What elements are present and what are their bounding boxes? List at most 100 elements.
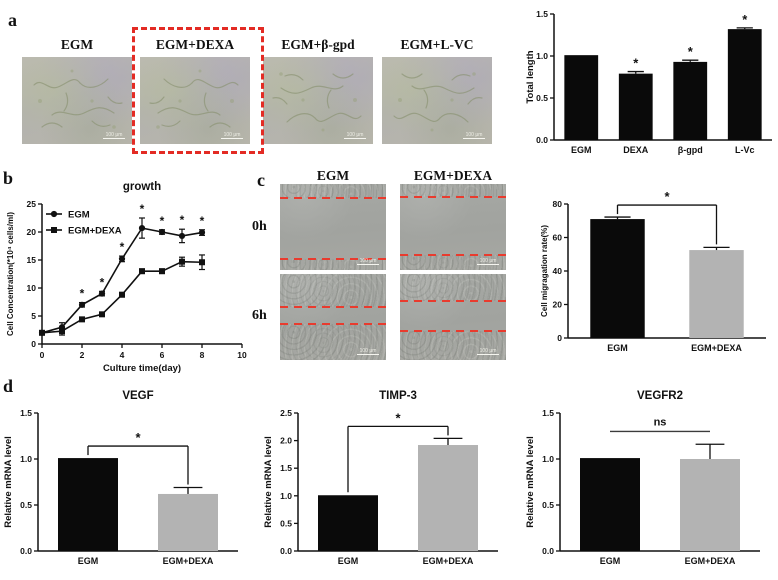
scale-bar-label: 100 μm bbox=[223, 132, 241, 138]
micrograph-caption: EGM bbox=[60, 37, 94, 52]
cell-network-decoration bbox=[33, 69, 123, 129]
panel-d-label: d bbox=[3, 376, 14, 396]
svg-text:40: 40 bbox=[553, 266, 563, 276]
svg-text:EGM: EGM bbox=[607, 343, 628, 353]
wound-col-header-egm-dexa: EGM+DEXA bbox=[413, 168, 493, 183]
vegf-chart: VEGF 0.0 0.5 1.0 1.5 Relative mRNA level EGM EG… bbox=[0, 385, 250, 577]
svg-text:EGM+DEXA: EGM+DEXA bbox=[685, 556, 736, 566]
migration-chart-svg: 0 20 40 60 80 Cell migragation rate(%) EGM EGM+… bbox=[540, 189, 766, 353]
svg-text:*: * bbox=[688, 44, 694, 59]
svg-text:*: * bbox=[633, 56, 639, 71]
svg-text:Relative mRNA level: Relative mRNA level bbox=[3, 436, 14, 528]
svg-text:*: * bbox=[100, 275, 105, 289]
svg-text:0.0: 0.0 bbox=[20, 546, 32, 556]
growth-chart: growth 0 5 10 15 20 25 0 2 4 6 8 10 Culture time(day)… bbox=[2, 174, 258, 376]
wound-row-label-0h: 0h bbox=[252, 219, 267, 234]
svg-text:growth: growth bbox=[123, 181, 161, 193]
cell-network-decoration bbox=[272, 72, 362, 132]
svg-text:1.0: 1.0 bbox=[20, 454, 32, 464]
svg-text:8: 8 bbox=[200, 350, 205, 360]
micrograph-caption: EGM+β-gpd bbox=[281, 37, 355, 52]
wound-image-egm-0h: 100 μm bbox=[280, 184, 386, 270]
scale-bar-label: 100 μm bbox=[479, 258, 497, 264]
svg-text:0.0: 0.0 bbox=[542, 546, 554, 556]
svg-text:15: 15 bbox=[27, 255, 37, 265]
cell-layer-top bbox=[280, 184, 386, 198]
scale-bar: 100 μm bbox=[221, 132, 243, 139]
svg-text:60: 60 bbox=[553, 233, 563, 243]
svg-text:2: 2 bbox=[80, 350, 85, 360]
svg-text:20: 20 bbox=[27, 227, 37, 237]
cell-layer-bottom bbox=[400, 330, 506, 360]
scale-bar-line bbox=[221, 138, 243, 139]
svg-text:1.0: 1.0 bbox=[536, 51, 548, 61]
micrograph-egm-lvc: 100 μm bbox=[382, 57, 492, 144]
cell-layer-bottom bbox=[280, 258, 386, 270]
scale-bar: 100 μm bbox=[463, 132, 485, 139]
svg-text:EGM+DEXA: EGM+DEXA bbox=[423, 556, 474, 566]
scale-bar: 100 μm bbox=[477, 348, 499, 355]
wound-edge-dashed-line bbox=[400, 299, 506, 302]
scale-bar-line bbox=[477, 264, 499, 265]
timp3-chart: TIMP-3 0.0 0.5 1.0 1.5 2.0 2.5 Relative mRNA le… bbox=[260, 385, 510, 577]
cell-network-decoration bbox=[393, 72, 483, 132]
migration-rate-chart: 0 20 40 60 80 Cell migragation rate(%) EGM EGM+… bbox=[536, 178, 776, 364]
scale-bar: 100 μm bbox=[103, 132, 125, 139]
svg-text:VEGFR2: VEGFR2 bbox=[637, 390, 683, 402]
svg-text:10: 10 bbox=[237, 350, 247, 360]
vegfr2-chart-svg: VEGFR2 0.0 0.5 1.0 1.5 Relative mRNA level EGM… bbox=[525, 390, 760, 566]
micrograph-egm: 100 μm bbox=[22, 57, 132, 144]
scale-bar-label: 100 μm bbox=[359, 258, 377, 264]
svg-text:Cell Concentration(*10⁴ cells/: Cell Concentration(*10⁴ cells/ml) bbox=[6, 212, 15, 336]
svg-text:*: * bbox=[120, 240, 125, 254]
svg-text:0: 0 bbox=[31, 339, 36, 349]
cell-layer-bottom bbox=[280, 323, 386, 360]
wound-image-egm-6h: 100 μm bbox=[280, 274, 386, 360]
svg-text:EGM: EGM bbox=[600, 556, 621, 566]
wound-col-header-egm: EGM bbox=[316, 168, 350, 183]
svg-text:TIMP-3: TIMP-3 bbox=[379, 390, 417, 402]
scale-bar-line bbox=[344, 138, 366, 139]
micrograph-group-egm-dexa: EGM+DEXA 100 μm bbox=[139, 36, 251, 144]
svg-text:L-Vc: L-Vc bbox=[735, 145, 755, 155]
cell-layer-top bbox=[400, 184, 506, 197]
scale-bar-label: 100 μm bbox=[105, 132, 123, 138]
scale-bar-line bbox=[477, 354, 499, 355]
total_length-chart-svg: 0.0 0.5 1.0 1.5 Total length EGM * DEXA * β-gpd * L… bbox=[525, 9, 772, 155]
svg-text:0.0: 0.0 bbox=[536, 135, 548, 145]
panel-c-label: c bbox=[257, 170, 265, 190]
svg-text:1.5: 1.5 bbox=[542, 408, 554, 418]
svg-text:EGM+DEXA: EGM+DEXA bbox=[163, 556, 214, 566]
svg-text:10: 10 bbox=[27, 283, 37, 293]
wound-edge-dashed-line bbox=[400, 254, 506, 257]
wound-image-egm-dexa-0h: 100 μm bbox=[400, 184, 506, 270]
micrograph-caption: EGM+DEXA bbox=[155, 37, 235, 52]
scale-bar: 100 μm bbox=[344, 132, 366, 139]
wound-edge-dashed-line bbox=[280, 257, 386, 260]
wound-edge-dashed-line bbox=[280, 305, 386, 308]
panel-a-label: a bbox=[8, 10, 17, 30]
micrograph-egm-bgpd: 100 μm bbox=[263, 57, 373, 144]
svg-text:0.5: 0.5 bbox=[280, 518, 292, 528]
svg-text:*: * bbox=[395, 410, 401, 425]
svg-text:5: 5 bbox=[31, 311, 36, 321]
scale-bar-label: 100 μm bbox=[359, 348, 377, 354]
svg-text:*: * bbox=[140, 202, 145, 216]
svg-text:ns: ns bbox=[654, 416, 667, 428]
micrograph-group-egm: EGM 100 μm bbox=[21, 36, 133, 144]
wound-edge-dashed-line bbox=[400, 195, 506, 198]
scale-bar-line bbox=[463, 138, 485, 139]
svg-text:EGM+DEXA: EGM+DEXA bbox=[691, 343, 742, 353]
svg-text:EGM: EGM bbox=[338, 556, 359, 566]
svg-text:Relative mRNA level: Relative mRNA level bbox=[263, 436, 274, 528]
svg-text:2.5: 2.5 bbox=[280, 408, 292, 418]
cell-layer-top bbox=[280, 274, 386, 307]
cell-layer-bottom bbox=[400, 255, 506, 270]
svg-text:DEXA: DEXA bbox=[623, 145, 649, 155]
svg-text:*: * bbox=[160, 214, 165, 228]
svg-text:0.5: 0.5 bbox=[542, 500, 554, 510]
svg-text:EGM: EGM bbox=[571, 145, 592, 155]
svg-text:20: 20 bbox=[553, 300, 563, 310]
growth-chart-svg: growth 0 5 10 15 20 25 0 2 4 6 8 10 Culture time(day)… bbox=[6, 181, 247, 374]
